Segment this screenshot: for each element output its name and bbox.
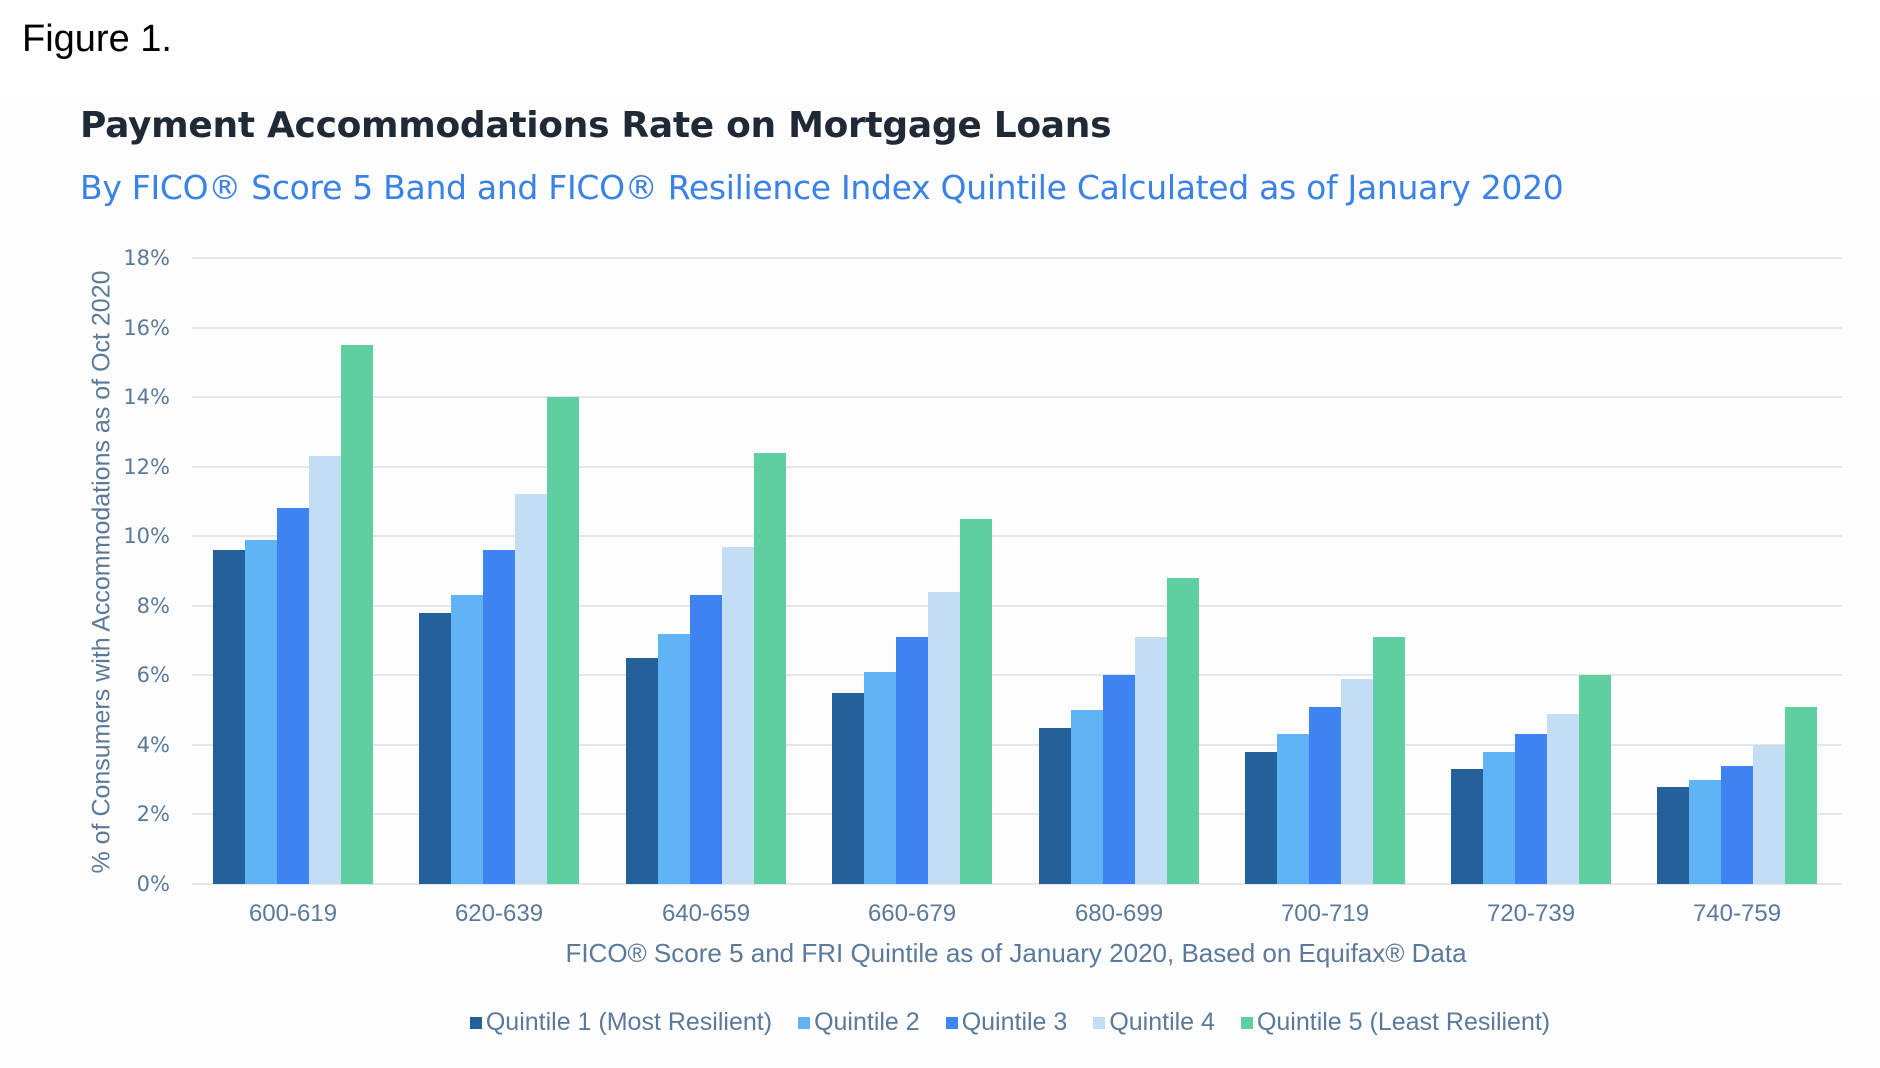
gridline xyxy=(192,465,1842,468)
gridline xyxy=(192,674,1842,677)
x-tick-label: 660-679 xyxy=(867,900,957,927)
y-axis-title: % of Consumers with Accommodations as of… xyxy=(87,270,116,874)
bar-680-699-q5 xyxy=(1167,577,1199,884)
y-tick-label: 8% xyxy=(136,593,170,618)
bar-720-739-q5 xyxy=(1579,675,1611,884)
x-tick-label: 600-619 xyxy=(248,900,338,927)
chart-title: Payment Accommodations Rate on Mortgage … xyxy=(80,105,1112,146)
y-tick-label: 0% xyxy=(136,872,170,896)
legend-label: Quintile 3 xyxy=(961,1008,1068,1036)
bar-700-719-q4 xyxy=(1341,678,1373,884)
x-tick-label: 620-639 xyxy=(454,900,544,927)
legend-swatch-icon xyxy=(945,1016,958,1029)
gridline xyxy=(192,257,1842,259)
gridline xyxy=(192,743,1842,746)
bar-680-699-q2 xyxy=(1071,710,1103,884)
bar-680-699-q4 xyxy=(1135,637,1167,884)
bar-620-639-q3 xyxy=(483,550,515,884)
y-tick-label: 16% xyxy=(123,315,170,340)
y-tick-label: 4% xyxy=(136,732,170,757)
legend-swatch-icon xyxy=(1093,1016,1106,1029)
x-tick-label: 680-699 xyxy=(1074,900,1164,927)
bar-620-639-q5 xyxy=(547,397,579,884)
legend-swatch-icon xyxy=(1240,1016,1253,1029)
bar-680-699-q3 xyxy=(1103,675,1135,884)
bar-620-639-q1 xyxy=(419,612,451,884)
y-tick-label: 14% xyxy=(123,385,170,410)
bar-600-619-q2 xyxy=(245,539,277,884)
bar-700-719-q3 xyxy=(1309,706,1341,884)
bar-740-759-q1 xyxy=(1657,786,1689,884)
bar-740-759-q3 xyxy=(1721,765,1753,884)
legend-item-q2: Quintile 2 xyxy=(798,1008,920,1037)
bar-660-679-q5 xyxy=(960,518,992,884)
bar-740-759-q2 xyxy=(1689,779,1721,884)
y-tick-label: 10% xyxy=(123,524,170,549)
gridline xyxy=(192,326,1842,329)
bar-660-679-q3 xyxy=(896,637,928,884)
gridline xyxy=(192,883,1842,885)
y-tick-label: 18% xyxy=(123,246,170,270)
bar-660-679-q4 xyxy=(928,591,960,884)
y-tick-label: 6% xyxy=(136,663,170,688)
x-tick-label: 740-759 xyxy=(1692,900,1782,927)
bar-640-659-q2 xyxy=(658,633,690,884)
figure-label: Figure 1. xyxy=(22,18,172,60)
legend-label: Quintile 5 (Least Resilient) xyxy=(1256,1008,1551,1036)
bar-660-679-q2 xyxy=(864,671,896,884)
chart-subtitle: By FICO® Score 5 Band and FICO® Resilien… xyxy=(80,168,1564,207)
bar-620-639-q4 xyxy=(515,494,547,884)
x-axis-title: FICO® Score 5 and FRI Quintile as of Jan… xyxy=(565,938,1467,968)
legend-label: Quintile 1 (Most Resilient) xyxy=(485,1008,773,1036)
legend: Quintile 1 (Most Resilient) Quintile 2 Qui… xyxy=(70,1008,1880,1037)
legend-swatch-icon xyxy=(798,1016,811,1029)
bar-640-659-q5 xyxy=(754,452,786,884)
bar-600-619-q5 xyxy=(341,344,373,884)
bar-740-759-q4 xyxy=(1753,744,1785,884)
x-tick-label: 640-659 xyxy=(661,900,751,927)
bar-720-739-q2 xyxy=(1483,751,1515,884)
bar-700-719-q5 xyxy=(1373,637,1405,884)
y-tick-label: 12% xyxy=(123,454,170,479)
bar-700-719-q2 xyxy=(1277,734,1309,884)
bar-640-659-q3 xyxy=(690,595,722,884)
legend-item-q3: Quintile 3 xyxy=(945,1008,1068,1037)
bar-720-739-q4 xyxy=(1547,713,1579,884)
y-tick-label: 2% xyxy=(136,802,170,827)
legend-item-q4: Quintile 4 xyxy=(1093,1008,1215,1037)
bar-740-759-q5 xyxy=(1785,706,1817,884)
bar-660-679-q1 xyxy=(832,692,864,884)
legend-label: Quintile 4 xyxy=(1109,1008,1215,1036)
bar-600-619-q1 xyxy=(213,550,245,884)
legend-item-q5: Quintile 5 (Least Resilient) xyxy=(1240,1008,1551,1037)
bar-700-719-q1 xyxy=(1245,751,1277,884)
gridline xyxy=(192,604,1842,607)
legend-label: Quintile 2 xyxy=(814,1008,920,1036)
x-tick-label: 720-739 xyxy=(1486,900,1576,927)
x-tick-label: 700-719 xyxy=(1280,900,1370,927)
gridline xyxy=(192,535,1842,538)
bar-640-659-q1 xyxy=(626,657,658,884)
legend-swatch-icon xyxy=(469,1016,482,1029)
bar-600-619-q4 xyxy=(309,456,341,884)
bar-680-699-q1 xyxy=(1039,727,1071,884)
gridline xyxy=(192,813,1842,816)
bar-620-639-q2 xyxy=(451,595,483,884)
bar-640-659-q4 xyxy=(722,546,754,884)
bar-720-739-q3 xyxy=(1515,734,1547,884)
legend-item-q1: Quintile 1 (Most Resilient) xyxy=(469,1008,773,1037)
bar-720-739-q1 xyxy=(1451,769,1483,884)
gridline xyxy=(192,396,1842,399)
bar-600-619-q3 xyxy=(277,508,309,884)
